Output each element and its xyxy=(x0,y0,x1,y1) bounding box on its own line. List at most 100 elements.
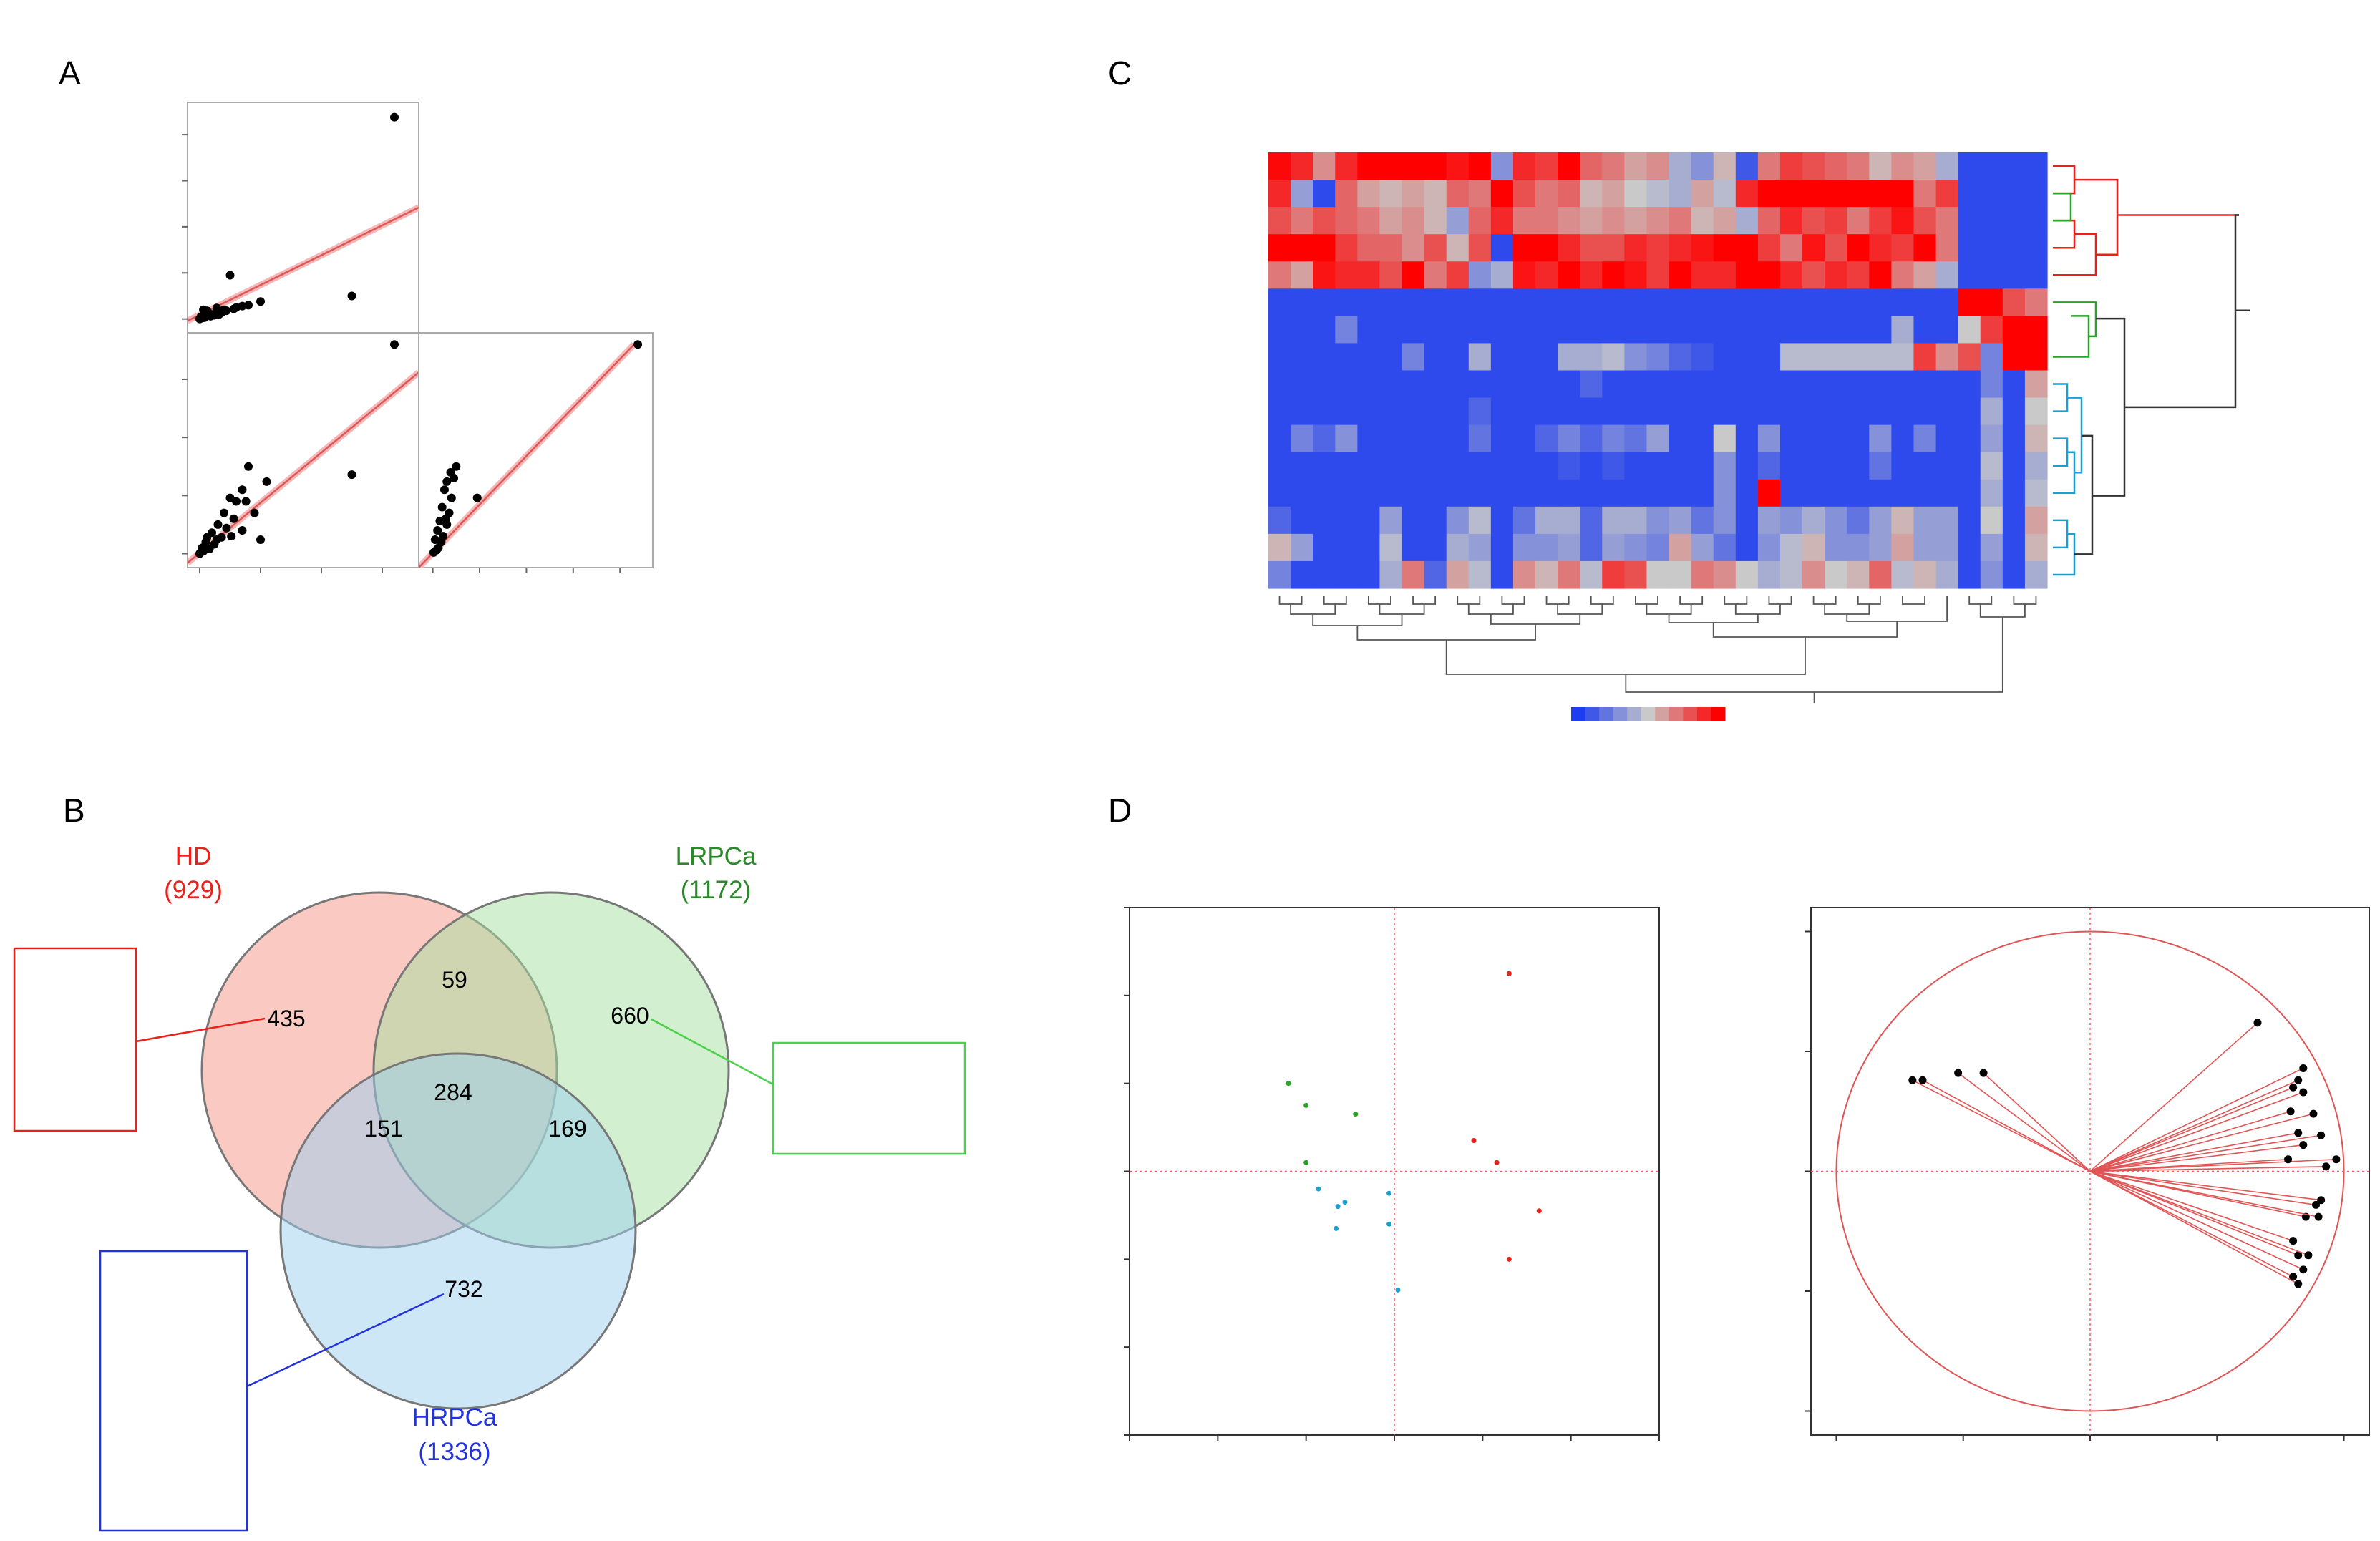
heatmap-cell xyxy=(1357,207,1381,235)
subplot-content xyxy=(188,112,419,324)
heatmap-cell xyxy=(1335,533,1358,562)
column-dendrogram-branch xyxy=(1590,596,1614,605)
heatmap-cell xyxy=(1357,343,1381,371)
heatmap-cell xyxy=(1669,234,1692,262)
heatmap-cell xyxy=(1402,560,1425,589)
heatmap-cell xyxy=(1490,533,1514,562)
heatmap-cell xyxy=(1624,533,1648,562)
loading-vector xyxy=(2089,1170,2319,1217)
heatmap-cell xyxy=(1891,397,1915,426)
heatmap-cell xyxy=(1268,452,1291,480)
heatmap-cell xyxy=(1847,316,1870,344)
heatmap-cell xyxy=(1713,506,1737,535)
loading-point xyxy=(2312,1200,2321,1209)
heatmap-cell xyxy=(2002,261,2026,289)
heatmap-cell xyxy=(1357,397,1381,426)
heatmap-cell xyxy=(1268,343,1291,371)
loading-point xyxy=(2299,1088,2308,1097)
heatmap-cell xyxy=(1313,424,1336,453)
heatmap-cell xyxy=(2002,397,2026,426)
plot-frame xyxy=(1129,907,1660,1436)
loading-point xyxy=(2253,1019,2262,1027)
heatmap-cell xyxy=(1624,316,1648,344)
heatmap-cell xyxy=(1913,452,1937,480)
loading-vector xyxy=(2089,1170,2309,1256)
heatmap-cell xyxy=(1558,479,1580,507)
heatmap-cell xyxy=(1313,288,1336,316)
heatmap-cell xyxy=(1913,261,1937,289)
row-dendrogram-branch xyxy=(2053,315,2090,358)
heatmap-cell xyxy=(1291,180,1313,208)
column-dendrogram-branch xyxy=(1768,596,1792,605)
heatmap-cell xyxy=(2002,180,2026,208)
heatmap-cell xyxy=(2024,316,2048,344)
heatmap-cell xyxy=(1735,261,1759,289)
score-point xyxy=(1303,1160,1309,1165)
data-point xyxy=(347,470,356,480)
data-point xyxy=(439,485,449,495)
loading-vector xyxy=(1922,1079,2091,1172)
heatmap-cell xyxy=(1713,424,1737,453)
heatmap-cell xyxy=(1913,180,1937,208)
heatmap-cell xyxy=(1291,397,1313,426)
heatmap-cell xyxy=(1779,234,1803,262)
score-point xyxy=(1536,1208,1542,1214)
column-dendrogram-branch xyxy=(1367,596,1391,605)
heatmap-cell xyxy=(1847,343,1870,371)
heatmap-cell xyxy=(1646,452,1670,480)
data-point xyxy=(238,526,247,535)
heatmap-cell xyxy=(1735,533,1759,562)
heatmap-cell xyxy=(1512,479,1536,507)
data-point xyxy=(390,112,399,122)
loading-vector xyxy=(2089,1092,2304,1172)
heatmap-cell xyxy=(1958,316,1981,344)
heatmap-cell xyxy=(1669,479,1692,507)
data-point xyxy=(633,340,643,349)
column-dendrogram-branch xyxy=(1557,604,1603,615)
heatmap-cell xyxy=(1446,424,1470,453)
loading-point xyxy=(2317,1196,2326,1205)
heatmap-cell xyxy=(1735,180,1759,208)
heatmap-cell xyxy=(1291,343,1313,371)
score-point xyxy=(1334,1225,1339,1231)
heatmap-cell xyxy=(1335,180,1358,208)
heatmap-cell xyxy=(1313,343,1336,371)
column-dendrogram-branch xyxy=(1668,614,1759,623)
heatmap-cell xyxy=(1669,533,1692,562)
data-point xyxy=(238,485,247,495)
heatmap-cell xyxy=(1357,452,1381,480)
heatmap-cell xyxy=(1669,560,1692,589)
heatmap-cell xyxy=(1847,234,1870,262)
heatmap-cell xyxy=(1891,560,1915,589)
row-dendrogram-branch xyxy=(2074,178,2119,256)
heatmap-cell xyxy=(1891,234,1915,262)
heatmap-cell xyxy=(1558,180,1580,208)
score-point xyxy=(1386,1221,1392,1227)
heatmap-cell xyxy=(1980,316,2003,344)
data-point xyxy=(256,535,265,545)
heatmap-cell xyxy=(1691,424,1714,453)
venn-set-count-hrpca: (1336) xyxy=(418,1438,490,1466)
heatmap-cell xyxy=(1602,152,1625,180)
heatmap-cell xyxy=(1691,370,1714,399)
heatmap-cell xyxy=(1958,343,1981,371)
heatmap-cell xyxy=(1602,533,1625,562)
heatmap-cell xyxy=(1468,479,1492,507)
heatmap-cell xyxy=(1424,560,1447,589)
heatmap-cell xyxy=(1757,343,1781,371)
heatmap-cell xyxy=(1424,452,1447,480)
heatmap-cell xyxy=(1580,288,1603,316)
subplot-content xyxy=(188,340,419,565)
column-dendrogram-branch xyxy=(1379,604,1425,615)
heatmap-cell xyxy=(1291,288,1313,316)
heatmap-cell xyxy=(1402,424,1425,453)
heatmap-cell xyxy=(1535,316,1558,344)
heatmap-cell xyxy=(1980,452,2003,480)
heatmap-cell xyxy=(1825,533,1847,562)
heatmap-cell xyxy=(1869,560,1892,589)
heatmap-cell xyxy=(1825,506,1847,535)
loading-vector xyxy=(2089,1132,2298,1172)
heatmap-cell xyxy=(1691,180,1714,208)
heatmap-cell xyxy=(1624,506,1648,535)
heatmap-cell xyxy=(1958,370,1981,399)
